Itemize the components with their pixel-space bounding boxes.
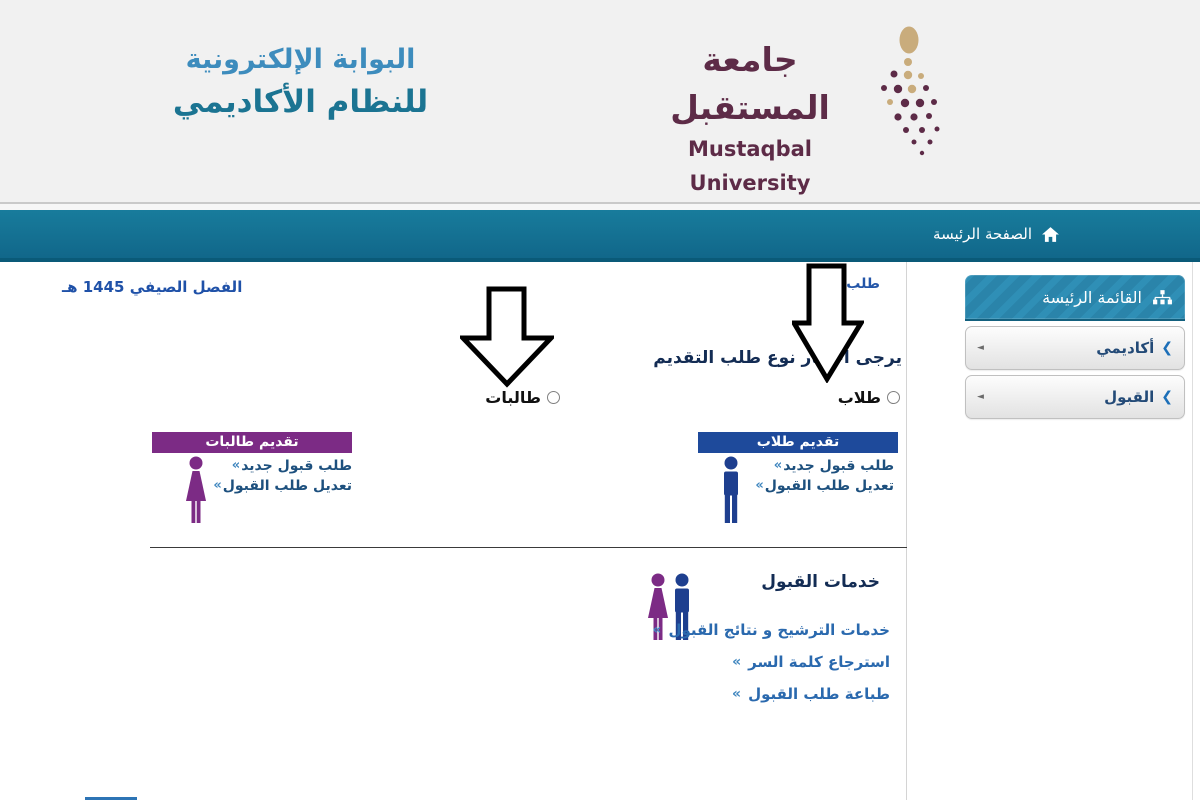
female-section-header: تقديم طالبات: [152, 432, 352, 453]
radio-female-students[interactable]: طالبات: [485, 388, 560, 407]
logo-dots-icon: [881, 26, 940, 156]
male-section-links: « طلب قبول جديد « تعديل طلب القبول: [755, 456, 894, 496]
radio-male-students[interactable]: طلاب: [838, 388, 900, 407]
female-section-links: « طلب قبول جديد « تعديل طلب القبول: [213, 456, 352, 496]
radio-male-label: طلاب: [837, 388, 881, 407]
sidebar-menu: القائمة الرئيسة ◄ أكاديمي ❮ ◄: [965, 275, 1185, 419]
content-sidebar-divider: [906, 262, 907, 800]
radio-female-circle[interactable]: [547, 391, 560, 404]
right-edge-line: [1192, 262, 1193, 800]
services-title: خدمات القبول: [761, 572, 880, 592]
double-chevron-icon: «: [732, 686, 742, 702]
portal-title-line1: البوابة الإلكترونية: [185, 44, 416, 75]
double-chevron-icon: «: [213, 478, 222, 493]
double-chevron-icon: «: [773, 458, 783, 473]
bottom-cutoff-element: [85, 797, 137, 800]
university-logo: جامعة المستقبل Mustaqbal University: [626, 36, 874, 200]
sidebar-item-admission[interactable]: ◄ القبول ❮: [965, 375, 1185, 419]
annotation-arrow-male: [792, 263, 864, 383]
male-section-header: تقديم طلاب: [698, 432, 898, 453]
link-label: خدمات الترشيح و نتائج القبول: [668, 621, 890, 639]
double-chevron-icon: «: [732, 654, 742, 670]
link-label: طلب قبول جديد: [241, 458, 352, 474]
sitemap-icon: [1153, 289, 1172, 304]
service-link-password-recovery[interactable]: « استرجاع كلمة السر: [652, 646, 890, 678]
header-divider: [0, 202, 1200, 204]
service-link-nomination-results[interactable]: « خدمات الترشيح و نتائج القبول: [652, 614, 890, 646]
sidebar-item-label: أكاديمي: [1096, 339, 1155, 357]
university-name-english: Mustaqbal University: [688, 137, 812, 195]
sidebar-item-label: القبول: [1104, 388, 1155, 406]
annotation-arrow-female: [460, 286, 554, 388]
chevron-left-icon: ❮: [1161, 389, 1173, 405]
female-person-icon: [186, 456, 206, 523]
content-area: الفصل الصيفي 1445 هـ طلب قبول يرجى اختيا…: [0, 262, 1200, 800]
male-link-edit-admission[interactable]: « تعديل طلب القبول: [755, 476, 894, 496]
instruction-text: يرجى اختيار نوع طلب التقديم: [653, 348, 902, 368]
double-chevron-icon: «: [652, 622, 662, 638]
collapse-arrow-icon: ◄: [977, 392, 984, 402]
chevron-left-icon: ❮: [1161, 340, 1173, 356]
service-link-print-application[interactable]: « طباعة طلب القبول: [652, 678, 890, 710]
portal-title: البوابة الإلكترونية للنظام الأكاديمي: [158, 40, 443, 124]
university-name-arabic: جامعة المستقبل: [670, 40, 830, 127]
male-person-icon: [724, 456, 738, 523]
female-link-edit-admission[interactable]: « تعديل طلب القبول: [213, 476, 352, 496]
nav-home-label: الصفحة الرئيسة: [933, 225, 1032, 243]
radio-female-label: طالبات: [485, 388, 541, 407]
double-chevron-icon: «: [755, 478, 764, 493]
sidebar-item-academic[interactable]: ◄ أكاديمي ❮: [965, 326, 1185, 370]
nav-home-link[interactable]: الصفحة الرئيسة: [933, 210, 1060, 258]
section-divider-line: [150, 547, 907, 548]
collapse-arrow-icon: ◄: [977, 343, 984, 353]
link-label: طباعة طلب القبول: [748, 685, 890, 703]
link-label: طلب قبول جديد: [783, 458, 894, 474]
double-chevron-icon: «: [231, 458, 241, 473]
female-link-new-admission[interactable]: « طلب قبول جديد: [213, 456, 352, 476]
header-strip: [0, 204, 1200, 210]
portal-title-line2: للنظام الأكاديمي: [172, 84, 429, 120]
link-label: استرجاع كلمة السر: [748, 653, 890, 671]
link-label: تعديل طلب القبول: [764, 478, 894, 494]
semester-label: الفصل الصيفي 1445 هـ: [62, 278, 243, 296]
male-link-new-admission[interactable]: « طلب قبول جديد: [755, 456, 894, 476]
link-label: تعديل طلب القبول: [222, 478, 352, 494]
couple-icon: [648, 573, 689, 640]
sidebar-title: القائمة الرئيسة: [1042, 287, 1142, 307]
sidebar-header: القائمة الرئيسة: [965, 275, 1185, 321]
home-icon: [1042, 226, 1059, 242]
services-links: « خدمات الترشيح و نتائج القبول « استرجاع…: [652, 614, 890, 710]
radio-male-circle[interactable]: [887, 391, 900, 404]
page-header: البوابة الإلكترونية للنظام الأكاديمي جام…: [0, 0, 1200, 202]
main-navbar: الصفحة الرئيسة: [0, 210, 1200, 262]
